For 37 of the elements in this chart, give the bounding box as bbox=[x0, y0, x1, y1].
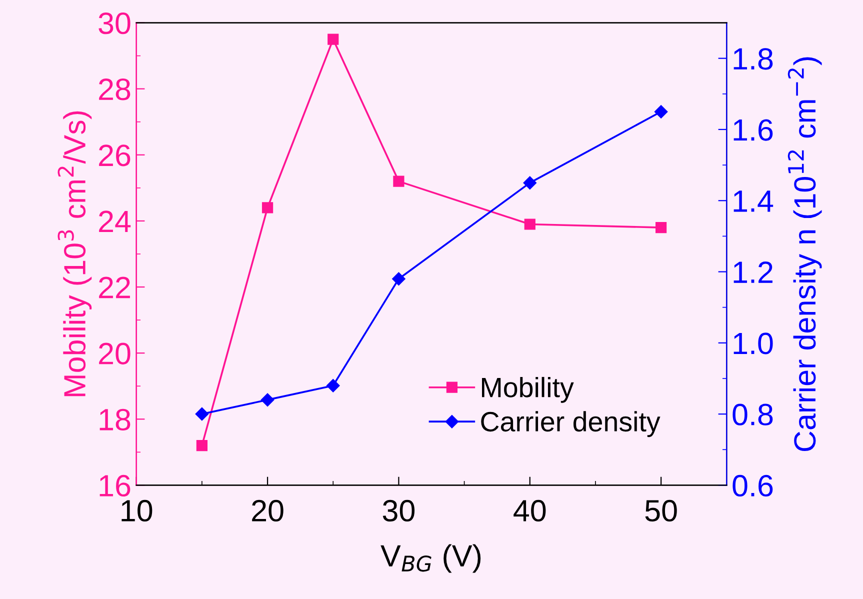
y-tick-label: 28 bbox=[99, 78, 130, 100]
point bbox=[656, 222, 667, 234]
point bbox=[328, 34, 339, 45]
point bbox=[393, 176, 404, 187]
point bbox=[262, 202, 274, 214]
y-tick-label: 18 bbox=[100, 408, 130, 430]
y2-tick-label: 0.8 bbox=[732, 404, 773, 426]
y-tick-label: 24 bbox=[99, 210, 131, 232]
legend-label: Mobility bbox=[482, 376, 574, 403]
x-tick-label: 20 bbox=[252, 500, 284, 522]
y-tick-label: 30 bbox=[98, 12, 130, 34]
point bbox=[524, 218, 536, 230]
y2-tick-label: 1.2 bbox=[734, 261, 772, 283]
y-tick-label: 16 bbox=[100, 474, 130, 497]
y-tick-label: 26 bbox=[99, 144, 130, 166]
point bbox=[196, 440, 208, 452]
point bbox=[195, 407, 209, 421]
y2-axis-title: Carrier density n (10$^{12}$ cm$^{−2}$) bbox=[788, 57, 822, 452]
y2-tick-label: 1.8 bbox=[734, 48, 773, 70]
point bbox=[260, 393, 274, 406]
point bbox=[326, 379, 340, 392]
y2-tick-label: 1.6 bbox=[734, 119, 773, 141]
y-tick-label: 20 bbox=[99, 342, 130, 364]
point bbox=[392, 272, 406, 286]
x-tick-label: 50 bbox=[645, 500, 677, 522]
y2-tick-label: 1.0 bbox=[734, 332, 773, 354]
y2-tick-label: 0.6 bbox=[732, 474, 773, 497]
point bbox=[654, 105, 668, 118]
x-axis-title: V$_{BG}$ (V) bbox=[380, 544, 481, 573]
point bbox=[523, 176, 536, 190]
legend-label: Carrier density bbox=[481, 411, 660, 438]
x-tick-label: 10 bbox=[122, 500, 152, 522]
x-tick-label: 40 bbox=[514, 500, 546, 522]
y2-tick-label: 1.4 bbox=[734, 190, 774, 212]
x-tick-label: 30 bbox=[382, 500, 415, 522]
y-axis-title: Mobility (10$^{3}$ cm$^{2}$/Vs) bbox=[58, 111, 92, 396]
y-tick-label: 22 bbox=[99, 276, 130, 298]
